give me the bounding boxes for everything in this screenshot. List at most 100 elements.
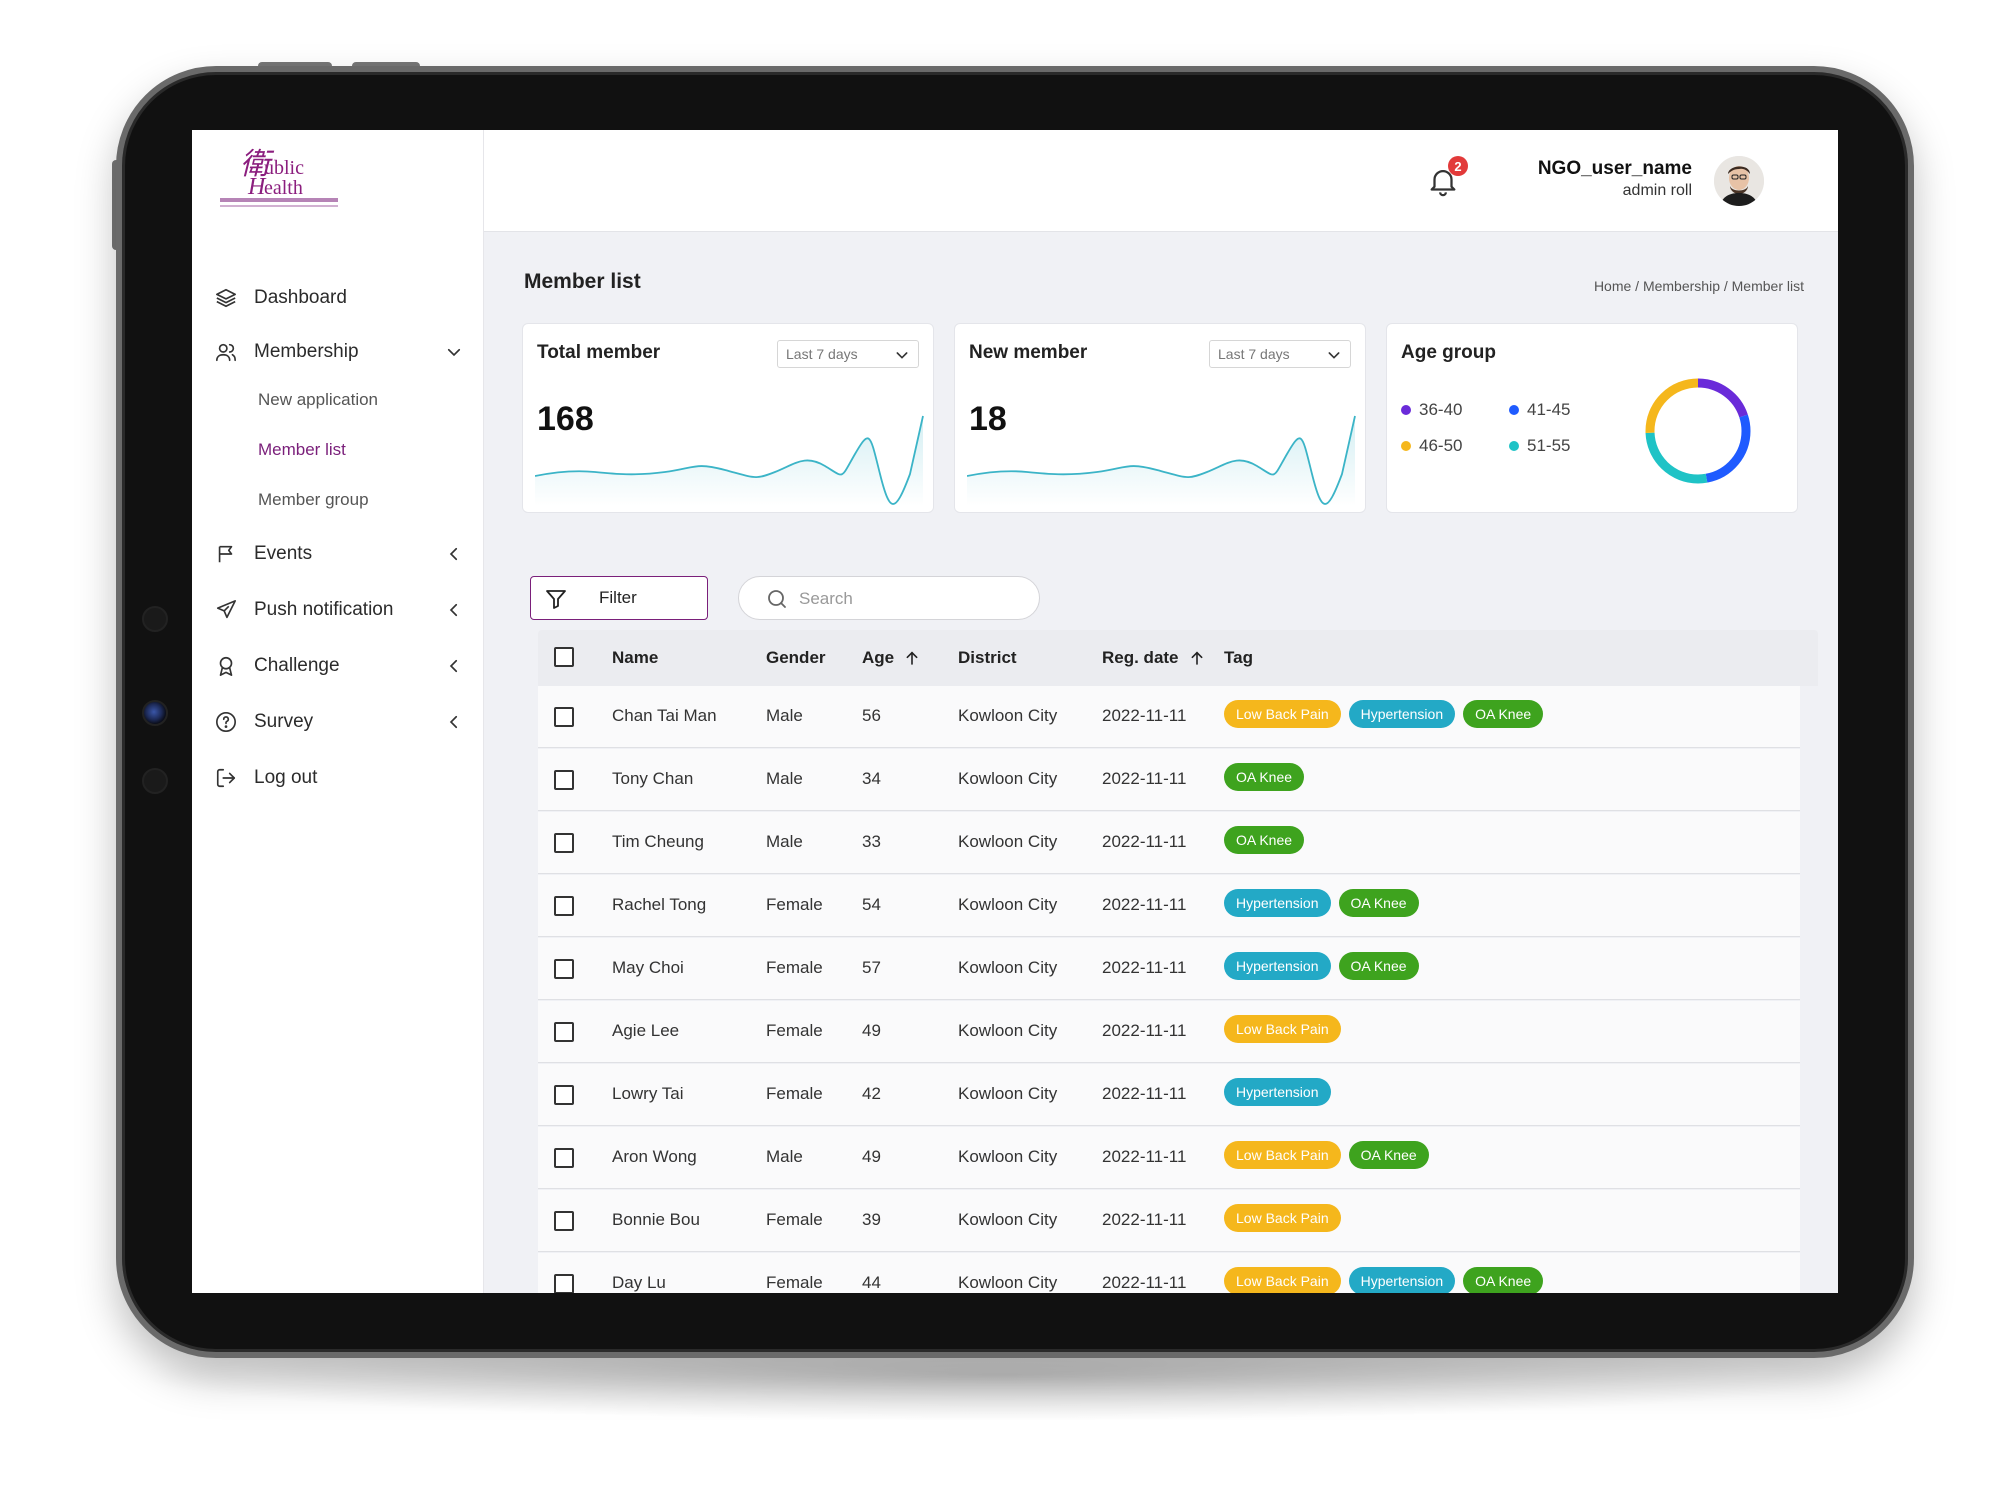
chevron-down-icon bbox=[894, 347, 910, 366]
chevron-down-icon[interactable] bbox=[444, 342, 464, 362]
tag-list: Low Back Pain bbox=[1224, 1204, 1341, 1232]
sidebar-item-label: Push notification bbox=[254, 599, 394, 620]
breadcrumb[interactable]: Home / Membership / Member list bbox=[1593, 278, 1804, 294]
filter-label: Filter bbox=[599, 588, 637, 607]
column-gender[interactable]: Gender bbox=[766, 648, 826, 667]
table-row[interactable]: Tony Chan Male 34 Kowloon City 2022-11-11 OA … bbox=[538, 749, 1800, 811]
cell-gender: Male bbox=[766, 832, 803, 851]
cell-gender: Male bbox=[766, 706, 803, 725]
table-row[interactable]: Tim Cheung Male 33 Kowloon City 2022-11-11 OA… bbox=[538, 812, 1800, 874]
sidebar-item-events[interactable]: Events bbox=[214, 536, 464, 572]
svg-text:ealth: ealth bbox=[264, 177, 303, 199]
notification-bell[interactable]: 2 bbox=[1426, 156, 1468, 202]
select-all-checkbox[interactable] bbox=[554, 647, 574, 667]
sidebar-item-logout[interactable]: Log out bbox=[214, 760, 464, 796]
cell-gender: Female bbox=[766, 958, 823, 977]
avatar[interactable] bbox=[1714, 156, 1764, 206]
sidebar-subitem-new-application[interactable]: New application bbox=[258, 390, 379, 409]
table-row[interactable]: Lowry Tai Female 42 Kowloon City 2022-11-11 H… bbox=[538, 1064, 1800, 1126]
row-checkbox[interactable] bbox=[554, 1085, 574, 1105]
search-box[interactable] bbox=[738, 576, 1040, 620]
chevron-left-icon[interactable] bbox=[444, 712, 464, 732]
cell-age: 34 bbox=[862, 769, 881, 788]
donut-segment-46-50 bbox=[1645, 378, 1751, 484]
sort-ascending-icon[interactable] bbox=[904, 649, 920, 667]
cell-age: 42 bbox=[862, 1084, 881, 1103]
sidebar-subitem-member-group[interactable]: Member group bbox=[258, 490, 369, 509]
card-title: Age group bbox=[1401, 342, 1496, 363]
row-checkbox[interactable] bbox=[554, 1274, 574, 1293]
chevron-left-icon[interactable] bbox=[444, 656, 464, 676]
cell-name: Aron Wong bbox=[612, 1147, 697, 1166]
row-checkbox[interactable] bbox=[554, 1148, 574, 1168]
tag-badge: Hypertension bbox=[1348, 700, 1456, 728]
users-icon bbox=[214, 340, 238, 364]
column-name[interactable]: Name bbox=[612, 648, 659, 667]
date-range-select[interactable]: Last 7 days bbox=[777, 340, 919, 368]
cell-name: Day Lu bbox=[612, 1273, 666, 1292]
sidebar-item-push-notification[interactable]: Push notification bbox=[214, 592, 464, 628]
logout-icon bbox=[214, 766, 238, 790]
total-member-value: 168 bbox=[537, 400, 594, 438]
date-range-select[interactable]: Last 7 days bbox=[1209, 340, 1351, 368]
age-group-donut bbox=[1645, 378, 1751, 484]
device-sensor-2 bbox=[142, 768, 168, 794]
table-row[interactable]: May Choi Female 57 Kowloon City 2022-11-11 Hy… bbox=[538, 938, 1800, 1000]
table-row[interactable]: Agie Lee Female 49 Kowloon City 2022-11-11 Lo… bbox=[538, 1001, 1800, 1063]
sidebar-item-dashboard[interactable]: Dashboard bbox=[214, 280, 464, 316]
filter-icon bbox=[543, 587, 569, 616]
row-checkbox[interactable] bbox=[554, 707, 574, 727]
sidebar-subitem-member-list[interactable]: Member list bbox=[258, 440, 346, 459]
column-district[interactable]: District bbox=[958, 648, 1017, 667]
table-row[interactable]: Bonnie Bou Female 39 Kowloon City 2022-11-11… bbox=[538, 1190, 1800, 1252]
device-camera bbox=[142, 700, 168, 726]
row-checkbox[interactable] bbox=[554, 770, 574, 790]
column-reg-date[interactable]: Reg. date bbox=[1102, 648, 1205, 668]
cell-name: Bonnie Bou bbox=[612, 1210, 700, 1229]
row-checkbox[interactable] bbox=[554, 959, 574, 979]
table-row[interactable]: Chan Tai Man Male 56 Kowloon City 2022-11-11… bbox=[538, 686, 1800, 748]
svg-text:衛: 衛 bbox=[240, 148, 275, 182]
cell-district: Kowloon City bbox=[958, 958, 1058, 977]
app-screen: 衛 ublic ealth H Dashboard Membership bbox=[192, 130, 1838, 1293]
tag-badge: OA Knee bbox=[1348, 1141, 1429, 1169]
sidebar-item-label: Dashboard bbox=[254, 287, 347, 308]
cell-district: Kowloon City bbox=[958, 1147, 1058, 1166]
sort-ascending-icon[interactable] bbox=[1189, 649, 1205, 667]
cell-name: Tim Cheung bbox=[612, 832, 704, 851]
row-checkbox[interactable] bbox=[554, 896, 574, 916]
table-row[interactable]: Rachel Tong Female 54 Kowloon City 2022-11-1… bbox=[538, 875, 1800, 937]
help-circle-icon bbox=[214, 710, 238, 734]
svg-text:ublic: ublic bbox=[264, 157, 304, 179]
cell-gender: Female bbox=[766, 895, 823, 914]
select-value: Last 7 days bbox=[786, 346, 858, 362]
table-row[interactable]: Aron Wong Male 49 Kowloon City 2022-11-11 Low… bbox=[538, 1127, 1800, 1189]
search-input[interactable] bbox=[799, 587, 1019, 611]
filter-button[interactable]: Filter bbox=[530, 576, 708, 620]
table-row[interactable]: Day Lu Female 44 Kowloon City 2022-11-11 Low … bbox=[538, 1253, 1800, 1293]
chevron-left-icon[interactable] bbox=[444, 600, 464, 620]
row-checkbox[interactable] bbox=[554, 1211, 574, 1231]
legend-item: 46-50 bbox=[1401, 436, 1462, 456]
tag-badge: Low Back Pain bbox=[1224, 1204, 1341, 1232]
cell-district: Kowloon City bbox=[958, 1021, 1058, 1040]
flag-icon bbox=[214, 542, 238, 566]
cell-district: Kowloon City bbox=[958, 706, 1058, 725]
cell-reg-date: 2022-11-11 bbox=[1102, 1084, 1187, 1103]
sidebar-item-challenge[interactable]: Challenge bbox=[214, 648, 464, 684]
row-checkbox[interactable] bbox=[554, 1022, 574, 1042]
cell-gender: Male bbox=[766, 769, 803, 788]
column-age[interactable]: Age bbox=[862, 648, 920, 668]
chevron-left-icon[interactable] bbox=[444, 544, 464, 564]
cell-district: Kowloon City bbox=[958, 1084, 1058, 1103]
cell-gender: Female bbox=[766, 1273, 823, 1292]
cell-reg-date: 2022-11-11 bbox=[1102, 1273, 1187, 1292]
tag-badge: Hypertension bbox=[1224, 889, 1331, 917]
row-checkbox[interactable] bbox=[554, 833, 574, 853]
tag-badge: Low Back Pain bbox=[1224, 700, 1341, 728]
sidebar-item-survey[interactable]: Survey bbox=[214, 704, 464, 740]
sidebar-item-membership[interactable]: Membership bbox=[214, 334, 464, 370]
cell-name: Agie Lee bbox=[612, 1021, 680, 1040]
legend-label: 46-50 bbox=[1419, 436, 1463, 455]
cell-district: Kowloon City bbox=[958, 895, 1058, 914]
